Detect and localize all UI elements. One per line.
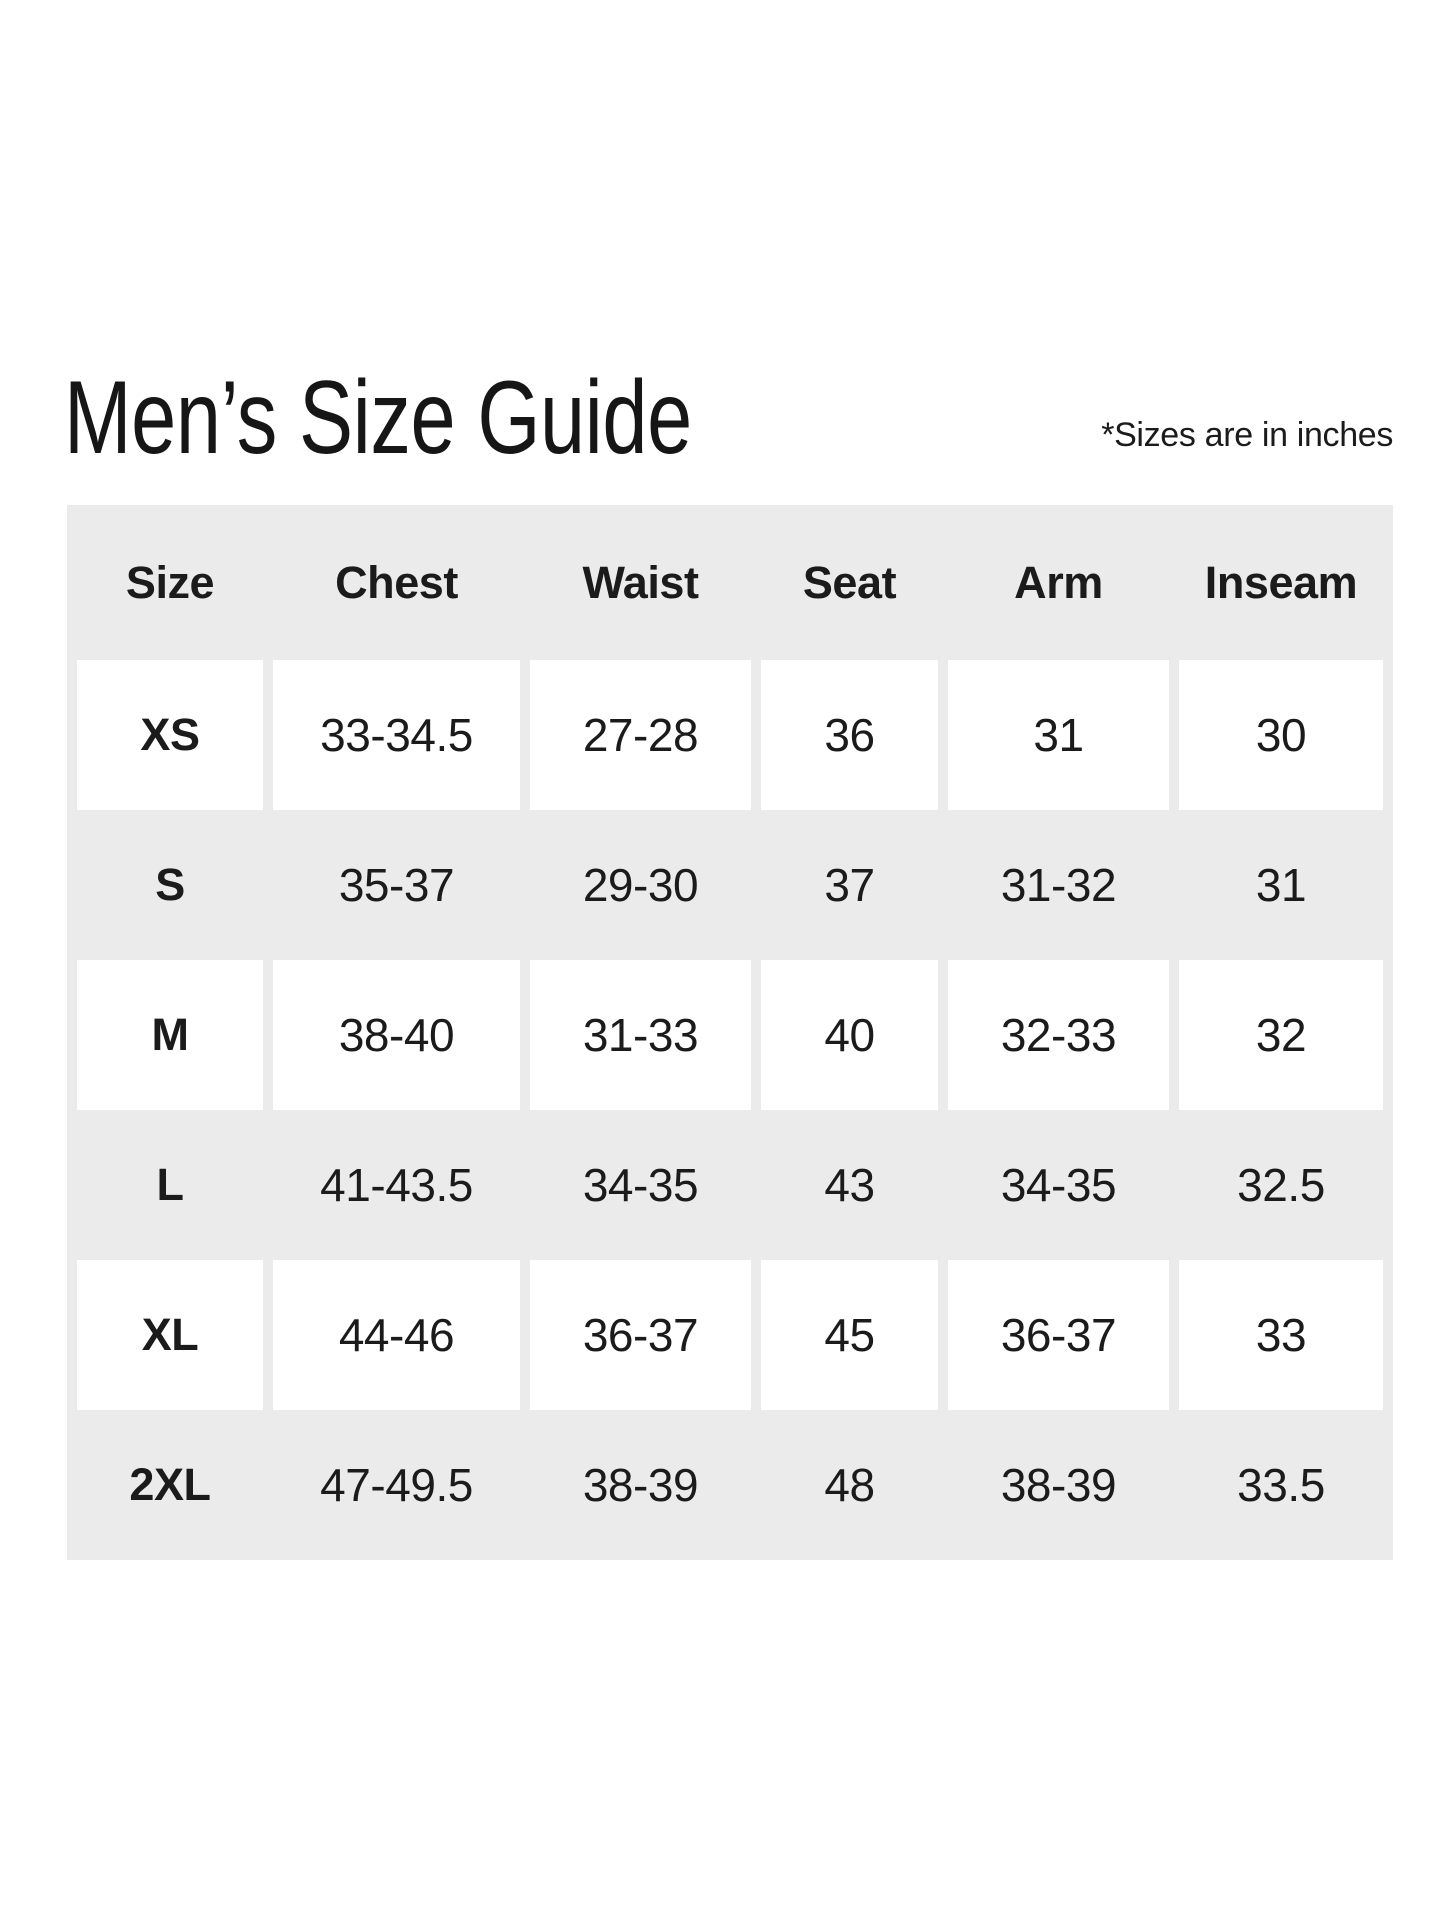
size-label-xs: XS xyxy=(77,660,263,810)
cell-xl-arm: 36-37 xyxy=(948,1260,1169,1410)
cell-xs-inseam: 30 xyxy=(1179,660,1383,810)
cell-s-chest: 35-37 xyxy=(338,859,455,911)
column-header-size: Size xyxy=(125,556,215,608)
cell-xl-waist: 36-37 xyxy=(530,1260,751,1410)
cell-l-inseam: 32.5 xyxy=(1237,1159,1325,1211)
cell-s-waist: 29-30 xyxy=(582,859,699,911)
cell-m-inseam: 32 xyxy=(1179,960,1383,1110)
cell-m-seat: 40 xyxy=(761,960,938,1110)
cell-m-waist: 31-33 xyxy=(530,960,751,1110)
cell-m-arm: 32-33 xyxy=(948,960,1169,1110)
size-label-2xl: 2XL xyxy=(129,1459,211,1510)
cell-l-waist: 34-35 xyxy=(582,1159,699,1211)
column-header-inseam: Inseam xyxy=(1204,556,1358,608)
cell-2xl-inseam: 33.5 xyxy=(1237,1459,1325,1511)
table-row-l: L 41-43.5 34-35 43 34-35 32.5 xyxy=(77,1110,1383,1260)
cell-2xl-waist: 38-39 xyxy=(582,1459,699,1511)
column-header-arm: Arm xyxy=(1014,556,1103,608)
cell-2xl-chest: 47-49.5 xyxy=(320,1459,473,1511)
column-header-waist: Waist xyxy=(582,556,699,608)
cell-l-arm: 34-35 xyxy=(1000,1159,1117,1211)
cell-xl-chest: 44-46 xyxy=(273,1260,520,1410)
table-row-m: M 38-40 31-33 40 32-33 32 xyxy=(77,960,1383,1110)
cell-2xl-seat: 48 xyxy=(824,1459,875,1511)
cell-xl-inseam: 33 xyxy=(1179,1260,1383,1410)
cell-2xl-arm: 38-39 xyxy=(1000,1459,1117,1511)
page-title: Men’s Size Guide xyxy=(64,360,692,476)
table-header-row: Size Chest Waist Seat Arm Inseam xyxy=(77,505,1383,660)
size-label-l: L xyxy=(156,1159,184,1210)
size-guide-table: Size Chest Waist Seat Arm Inseam XS 33-3… xyxy=(67,505,1393,1560)
size-label-xl: XL xyxy=(77,1260,263,1410)
table-row-xl: XL 44-46 36-37 45 36-37 33 xyxy=(77,1260,1383,1410)
size-label-s: S xyxy=(155,859,185,910)
column-header-seat: Seat xyxy=(802,556,897,608)
cell-s-inseam: 31 xyxy=(1255,859,1307,911)
table-row-xs: XS 33-34.5 27-28 36 31 30 xyxy=(77,660,1383,810)
cell-xs-chest: 33-34.5 xyxy=(273,660,520,810)
table-row-2xl: 2XL 47-49.5 38-39 48 38-39 33.5 xyxy=(77,1410,1383,1560)
cell-s-seat: 37 xyxy=(824,859,875,911)
cell-xl-seat: 45 xyxy=(761,1260,938,1410)
cell-l-chest: 41-43.5 xyxy=(320,1159,473,1211)
cell-s-arm: 31-32 xyxy=(1000,859,1117,911)
cell-l-seat: 43 xyxy=(824,1159,875,1211)
cell-xs-arm: 31 xyxy=(948,660,1169,810)
cell-xs-seat: 36 xyxy=(761,660,938,810)
table-row-s: S 35-37 29-30 37 31-32 31 xyxy=(77,810,1383,960)
column-header-chest: Chest xyxy=(335,556,458,608)
sizes-unit-note: *Sizes are in inches xyxy=(1101,416,1393,454)
cell-m-chest: 38-40 xyxy=(273,960,520,1110)
size-label-m: M xyxy=(77,960,263,1110)
cell-xs-waist: 27-28 xyxy=(530,660,751,810)
